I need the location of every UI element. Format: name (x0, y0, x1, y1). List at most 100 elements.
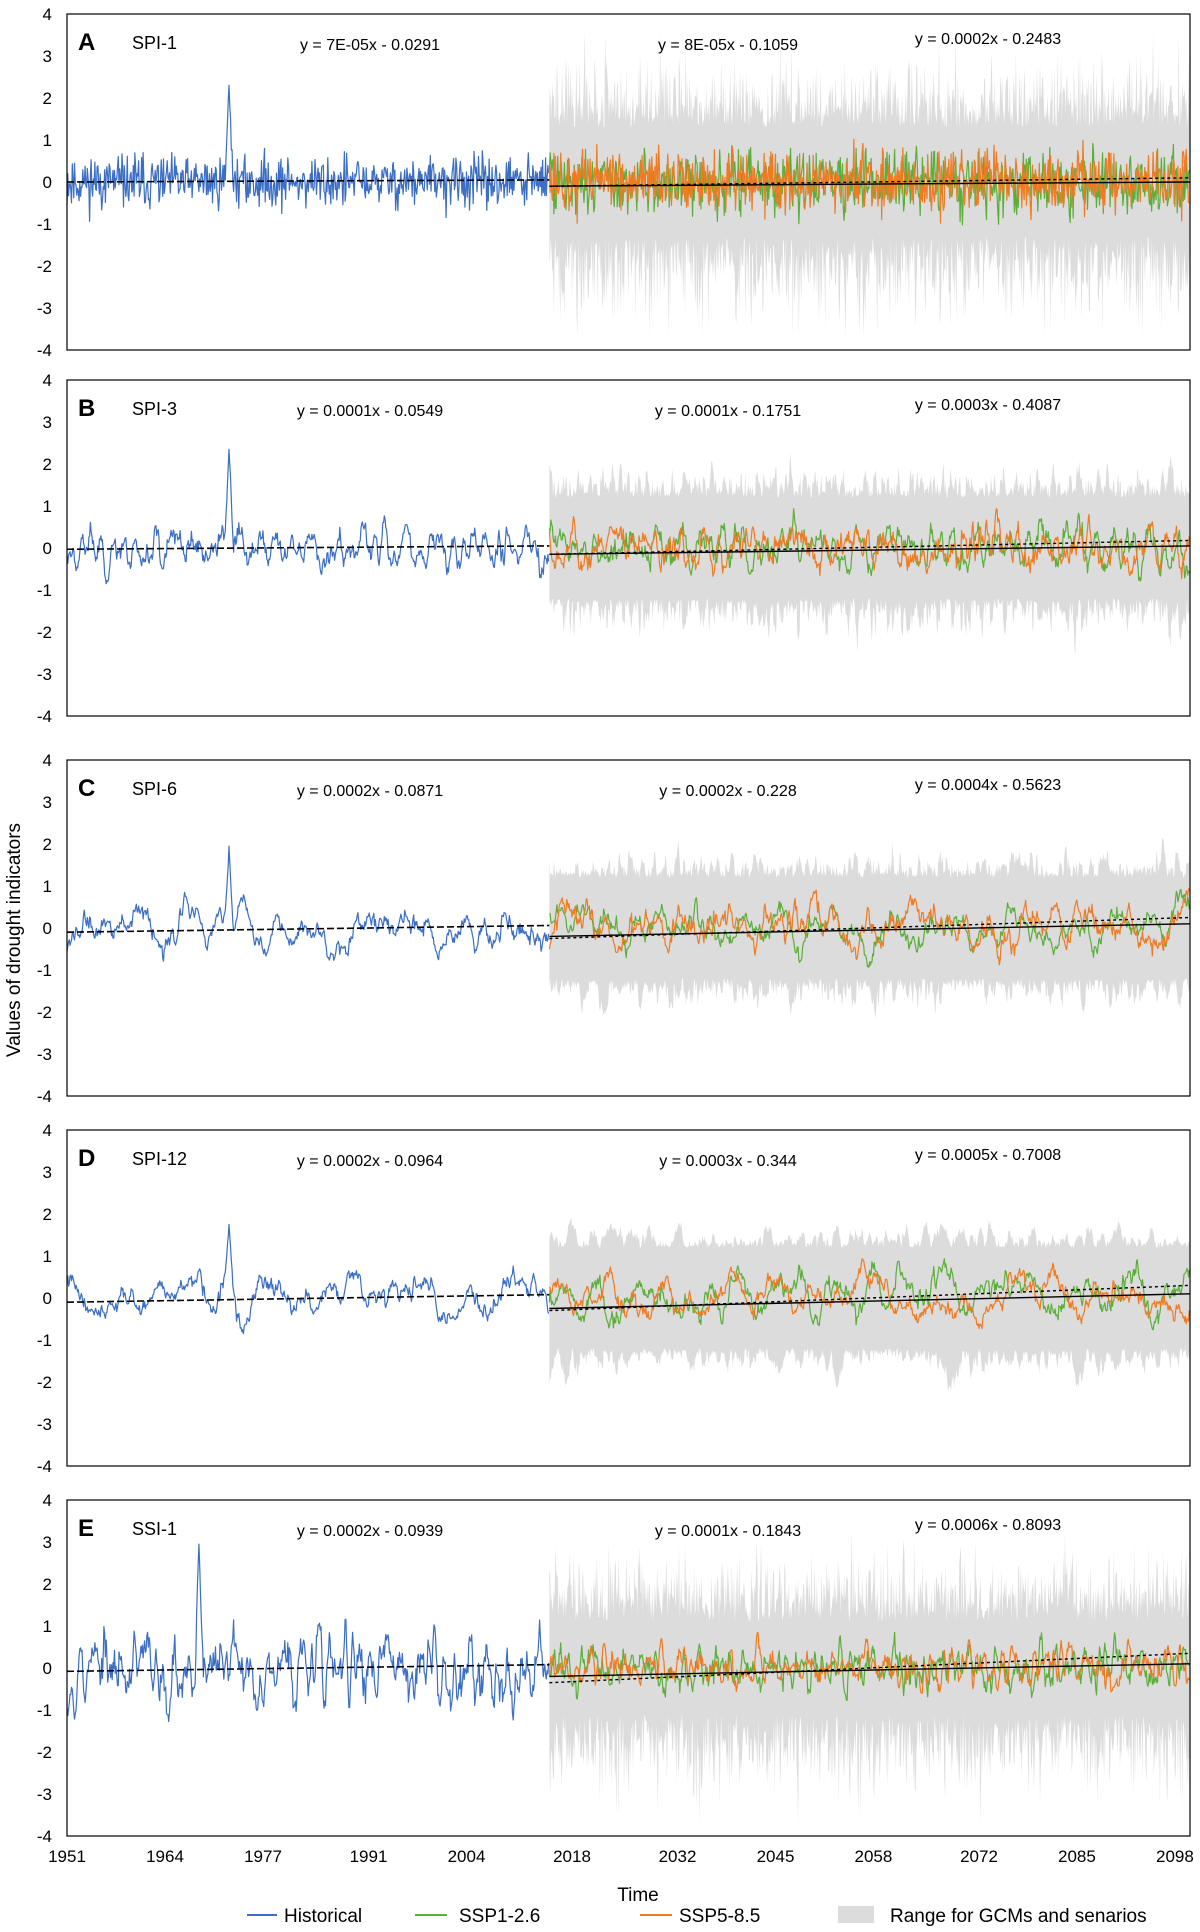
trend-ssp585 (549, 1652, 1191, 1684)
y-tick-label: 1 (43, 1617, 52, 1636)
y-tick-label: 4 (43, 751, 52, 770)
x-tick-label: 2018 (553, 1847, 591, 1866)
panel-d: 4 3 2 1 0 -1 -2 -3 -4 D SPI-12 y = 0.0002x - 0.0964… (37, 1121, 1191, 1476)
y-tick-label: 3 (43, 47, 52, 66)
x-tick-label: 1991 (350, 1847, 388, 1866)
trend-equation: y = 0.0002x - 0.0939 (297, 1523, 443, 1540)
y-tick-label: 4 (43, 1121, 52, 1140)
legend-label-ssp126: SSP1-2.6 (459, 1906, 540, 1927)
trend-equation: y = 7E-05x - 0.0291 (300, 37, 440, 54)
trend-equation: y = 0.0002x - 0.0871 (297, 783, 443, 800)
y-tick-label: 0 (43, 1289, 52, 1308)
legend-label-range: Range for GCMs and senarios (890, 1906, 1147, 1927)
range-band (549, 1531, 1190, 1824)
plot-frame (66, 1499, 1191, 1837)
y-tick-label: -2 (37, 623, 52, 642)
trend-historical (66, 1293, 550, 1303)
y-tick-label: 0 (43, 1659, 52, 1678)
y-tick-label: -1 (37, 1701, 52, 1720)
trend-equation: y = 0.0006x - 0.8093 (915, 1517, 1061, 1534)
y-tick-label: -4 (37, 341, 52, 360)
panel-c: 4 3 2 1 0 -1 -2 -3 -4 C SPI-6 y = 0.0002x - 0.0871 y… (37, 751, 1191, 1106)
trend-equation: y = 0.0003x - 0.344 (659, 1153, 797, 1170)
trend-equation: y = 0.0001x - 0.1751 (655, 403, 801, 420)
y-tick-label: 1 (43, 131, 52, 150)
range-band (549, 1217, 1190, 1392)
y-tick-label: 4 (43, 371, 52, 390)
trend-equation: y = 0.0003x - 0.4087 (915, 397, 1061, 414)
y-tick-label: 0 (43, 919, 52, 938)
trend-equation: y = 0.0004x - 0.5623 (915, 777, 1061, 794)
trend-ssp126 (549, 923, 1191, 938)
panel-b: 4 3 2 1 0 -1 -2 -3 -4 B SPI-3 y = 0.0001x - 0.0549 y… (37, 371, 1191, 726)
y-tick-label: -1 (37, 581, 52, 600)
trend-ssp126 (549, 181, 1191, 187)
y-tick-label: -3 (37, 299, 52, 318)
trend-equation: y = 0.0005x - 0.7008 (915, 1147, 1061, 1164)
trend-equation: y = 0.0002x - 0.2483 (915, 31, 1061, 48)
x-tick-label: 2045 (757, 1847, 795, 1866)
series-ssp585 (548, 1631, 1190, 1694)
x-tick-label: 2085 (1058, 1847, 1096, 1866)
trend-historical (66, 1663, 550, 1673)
y-tick-label: -2 (37, 1743, 52, 1762)
legend-label-historical: Historical (284, 1906, 362, 1927)
panel-title: SPI-1 (132, 33, 177, 53)
series-ssp585 (548, 1258, 1190, 1330)
plot-frame (66, 1129, 1191, 1467)
plot-frame (66, 13, 1191, 351)
x-axis-title: Time (617, 1885, 659, 1906)
trend-historical (66, 924, 550, 933)
y-tick-label: 4 (43, 5, 52, 24)
trend-historical (66, 179, 550, 183)
legend-label-ssp585: SSP5-8.5 (679, 1906, 760, 1927)
y-tick-label: 2 (43, 1575, 52, 1594)
y-tick-label: -1 (37, 961, 52, 980)
series-historical (66, 1543, 550, 1723)
trend-ssp126 (549, 545, 1191, 555)
y-tick-label: 0 (43, 539, 52, 558)
trend-ssp585 (549, 916, 1191, 940)
panel-title: SPI-6 (132, 779, 177, 799)
panel-a: 4 3 2 1 0 -1 -2 -3 -4 A SPI-1 y = 7E-05x - 0.0291 y … (37, 5, 1191, 360)
plot-frame (66, 379, 1191, 717)
y-tick-label: -3 (37, 1415, 52, 1434)
panel-title: SPI-3 (132, 399, 177, 419)
y-tick-label: 2 (43, 89, 52, 108)
y-tick-label: -4 (37, 1457, 52, 1476)
series-historical (66, 84, 550, 222)
x-tick-label: 1951 (48, 1847, 86, 1866)
trend-historical (66, 545, 550, 551)
x-tick-label: 2072 (960, 1847, 998, 1866)
y-tick-label: -3 (37, 1785, 52, 1804)
x-tick-label: 1964 (146, 1847, 184, 1866)
y-tick-label: -4 (37, 1827, 52, 1846)
panel-title: SSI-1 (132, 1519, 177, 1539)
series-historical (66, 1223, 550, 1335)
y-axis-title: Values of drought indicators (4, 823, 25, 1057)
y-tick-label: 1 (43, 1247, 52, 1266)
trend-equation: y = 0.0001x - 0.1843 (655, 1523, 801, 1540)
y-tick-label: -3 (37, 1045, 52, 1064)
y-tick-label: 3 (43, 1533, 52, 1552)
y-tick-label: 1 (43, 497, 52, 516)
trend-ssp126 (549, 1663, 1191, 1678)
trend-ssp585 (549, 539, 1191, 555)
trend-ssp585 (549, 177, 1191, 187)
y-tick-label: -2 (37, 1003, 52, 1022)
series-ssp126 (548, 1258, 1190, 1331)
panel-letter: B (78, 395, 95, 422)
trend-ssp585 (549, 1284, 1191, 1312)
y-tick-label: 4 (43, 1491, 52, 1510)
x-tick-label: 2098 (1156, 1847, 1194, 1866)
y-tick-label: -1 (37, 1331, 52, 1350)
x-tick-label: 1977 (244, 1847, 282, 1866)
y-tick-label: -4 (37, 1087, 52, 1106)
trend-equation: y = 0.0002x - 0.0964 (297, 1153, 443, 1170)
x-tick-label: 2058 (854, 1847, 892, 1866)
legend-swatch-range (838, 1906, 874, 1923)
trend-equation: y = 8E-05x - 0.1059 (658, 37, 798, 54)
series-historical (66, 845, 550, 962)
y-tick-label: 2 (43, 1205, 52, 1224)
